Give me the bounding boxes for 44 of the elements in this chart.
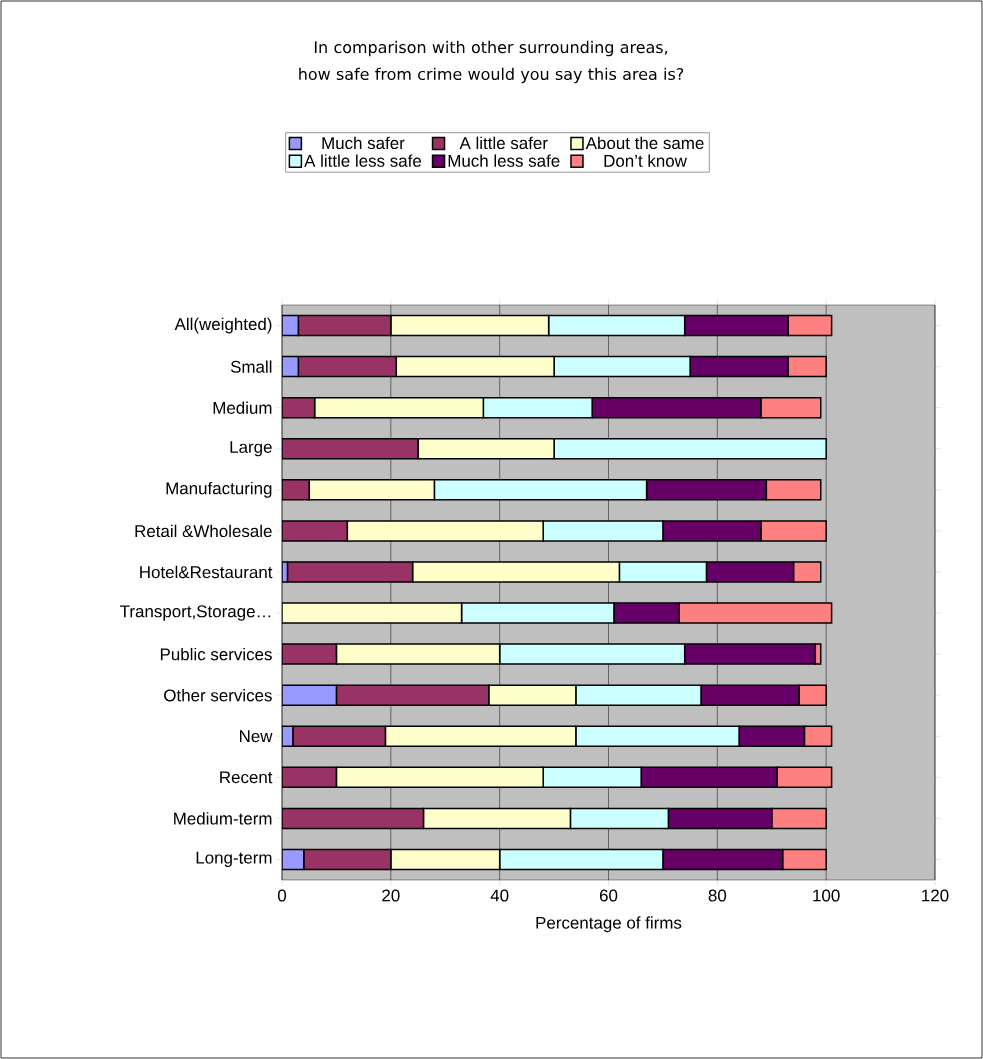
- x-tick-label: 80: [708, 889, 727, 902]
- bar: [282, 807, 425, 830]
- y-tick-label: Medium-term: [174, 812, 272, 825]
- y-tick-label: New: [239, 730, 273, 743]
- bar: [303, 848, 392, 871]
- y-tick-label: Retail &Wholesale: [135, 524, 272, 538]
- y-tick-label: Public services: [160, 647, 272, 661]
- y-tick-label: Long-term: [196, 851, 272, 868]
- legend-label: Much less safe: [448, 154, 560, 167]
- legend-label: Much safer: [322, 136, 405, 150]
- bar: [297, 355, 398, 378]
- bar: [395, 355, 555, 378]
- y-tick-label: Manufacturing: [166, 481, 272, 498]
- y-tick-label: Large: [230, 441, 272, 457]
- x-axis-title: Percentage of firms: [536, 916, 682, 933]
- legend-label: About the same: [585, 136, 704, 150]
- bar: [297, 314, 392, 337]
- bar: [335, 766, 544, 789]
- legend-label: A little less safe: [304, 154, 422, 167]
- bar: [313, 396, 485, 419]
- x-tick-label: 60: [599, 889, 618, 902]
- y-tick-label: Hotel&Restaurant: [140, 565, 273, 579]
- x-tick-label: 20: [382, 889, 400, 902]
- bar: [282, 437, 419, 460]
- bar: [417, 437, 555, 460]
- legend-label: Don’t know: [604, 154, 687, 167]
- chart-title: In comparison with other surrounding areas, how safe from crime would you say this area is?: [299, 40, 684, 84]
- bar: [282, 396, 316, 419]
- bar: [422, 807, 572, 830]
- y-tick-label: Recent: [220, 771, 273, 784]
- y-tick-label: All(weighted): [174, 317, 272, 334]
- x-tick-label: 0: [277, 889, 287, 902]
- y-tick-label: Small: [230, 360, 272, 373]
- bar: [390, 314, 550, 337]
- bar: [411, 561, 621, 583]
- x-tick-label: 100: [813, 889, 840, 902]
- bar: [282, 766, 338, 789]
- x-tick-label: 40: [490, 889, 509, 902]
- y-tick-label: Transport,Storage…: [120, 605, 271, 621]
- y-tick-label: Other services: [164, 688, 272, 702]
- bar: [390, 848, 501, 871]
- y-tick-label: Medium: [213, 401, 272, 414]
- legend-label: A little safer: [459, 136, 548, 150]
- x-tick-label: 120: [922, 889, 949, 902]
